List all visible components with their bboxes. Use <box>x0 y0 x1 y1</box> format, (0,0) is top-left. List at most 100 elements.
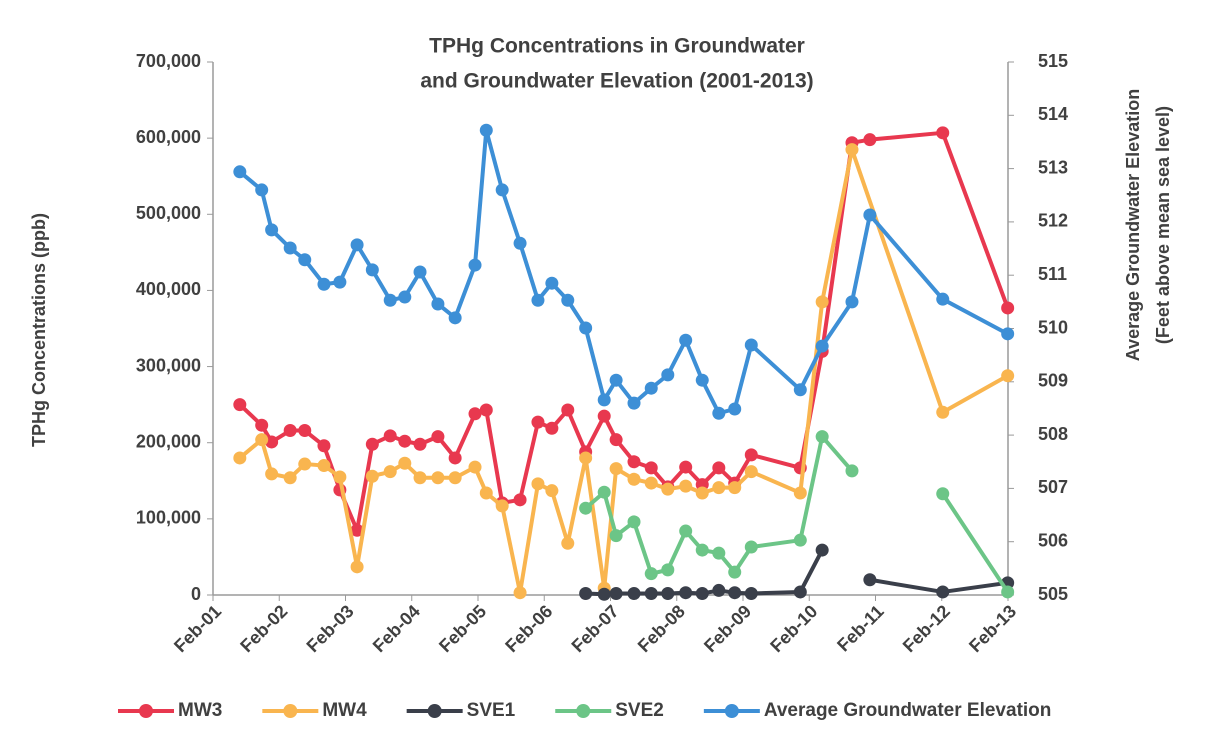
legend-label: MW4 <box>322 700 367 721</box>
data-point <box>448 451 462 465</box>
data-point <box>398 456 412 470</box>
y2-axis-label: (Feet above mean sea level) <box>1153 106 1173 344</box>
legend-marker <box>427 704 442 718</box>
data-point <box>283 424 297 438</box>
data-point <box>712 583 726 597</box>
data-point <box>597 409 611 423</box>
data-point <box>815 295 829 309</box>
data-point <box>728 481 742 495</box>
data-point <box>609 462 623 476</box>
data-point <box>255 418 269 432</box>
data-point <box>298 253 312 267</box>
data-point <box>695 373 709 387</box>
data-point <box>545 421 559 435</box>
data-point <box>545 276 559 290</box>
chart-title: TPHg Concentrations in Groundwater <box>429 35 805 58</box>
data-point <box>712 546 726 560</box>
data-point <box>233 398 247 412</box>
data-point <box>545 484 559 498</box>
data-point <box>350 560 364 574</box>
series-line <box>238 128 1009 416</box>
data-point <box>383 429 397 443</box>
data-point <box>233 165 247 179</box>
data-point <box>333 275 347 289</box>
data-point <box>513 236 527 250</box>
data-point <box>448 471 462 485</box>
data-point <box>398 434 412 448</box>
data-point <box>468 460 482 474</box>
data-point <box>936 487 950 501</box>
legend-marker <box>576 704 591 718</box>
data-point <box>627 586 641 600</box>
data-point <box>383 465 397 479</box>
data-point <box>265 435 279 449</box>
data-point <box>431 471 445 485</box>
data-point <box>695 586 709 600</box>
data-point <box>609 586 623 600</box>
data-point <box>531 293 545 307</box>
data-point <box>627 515 641 529</box>
data-point <box>644 461 658 475</box>
data-point <box>627 472 641 486</box>
data-point <box>644 476 658 490</box>
data-point <box>350 523 364 537</box>
data-point <box>561 293 575 307</box>
y2-tick-label: 506 <box>1038 530 1068 550</box>
y2-tick-label: 512 <box>1038 211 1068 231</box>
data-point <box>365 263 379 277</box>
data-point <box>265 223 279 237</box>
data-point <box>744 448 758 462</box>
data-point <box>1001 585 1015 599</box>
y2-tick-label: 509 <box>1038 371 1068 391</box>
data-point <box>495 499 509 513</box>
data-point <box>728 402 742 416</box>
data-point <box>561 403 575 417</box>
legend-label: Average Groundwater Elevation <box>764 700 1052 721</box>
data-point <box>793 486 807 500</box>
data-point <box>936 126 950 140</box>
legend-label: MW3 <box>178 700 222 721</box>
y2-tick-label: 513 <box>1038 157 1068 177</box>
data-point <box>728 586 742 600</box>
data-point <box>1001 369 1015 383</box>
y2-tick-label: 507 <box>1038 477 1068 497</box>
data-point <box>479 123 493 137</box>
data-point <box>679 479 693 493</box>
y-tick-label: 200,000 <box>136 431 201 451</box>
data-point <box>298 457 312 471</box>
y2-tick-label: 510 <box>1038 317 1068 337</box>
data-point <box>1001 327 1015 341</box>
data-point <box>863 208 877 222</box>
y-tick-label: 0 <box>191 584 201 604</box>
y-axis-label: TPHg Concentrations (ppb) <box>29 213 49 447</box>
data-point <box>863 573 877 587</box>
data-point <box>413 471 427 485</box>
data-point <box>531 415 545 429</box>
data-point <box>661 368 675 382</box>
data-point <box>793 383 807 397</box>
data-point <box>936 405 950 419</box>
data-point <box>579 321 593 335</box>
data-point <box>679 586 693 600</box>
data-point <box>1001 301 1015 315</box>
data-point <box>644 381 658 395</box>
data-point <box>609 433 623 447</box>
data-point <box>495 183 509 197</box>
data-point <box>712 461 726 475</box>
data-point <box>317 277 331 291</box>
data-point <box>283 471 297 485</box>
data-point <box>298 424 312 438</box>
data-point <box>661 563 675 577</box>
data-point <box>431 430 445 444</box>
data-point <box>744 338 758 352</box>
data-point <box>845 295 859 309</box>
data-point <box>679 333 693 347</box>
y2-tick-label: 505 <box>1038 584 1068 604</box>
y-tick-label: 700,000 <box>136 51 201 71</box>
data-point <box>845 143 859 157</box>
data-point <box>728 565 742 579</box>
data-point <box>513 493 527 507</box>
data-point <box>448 311 462 325</box>
data-point <box>609 529 623 543</box>
data-point <box>863 133 877 147</box>
